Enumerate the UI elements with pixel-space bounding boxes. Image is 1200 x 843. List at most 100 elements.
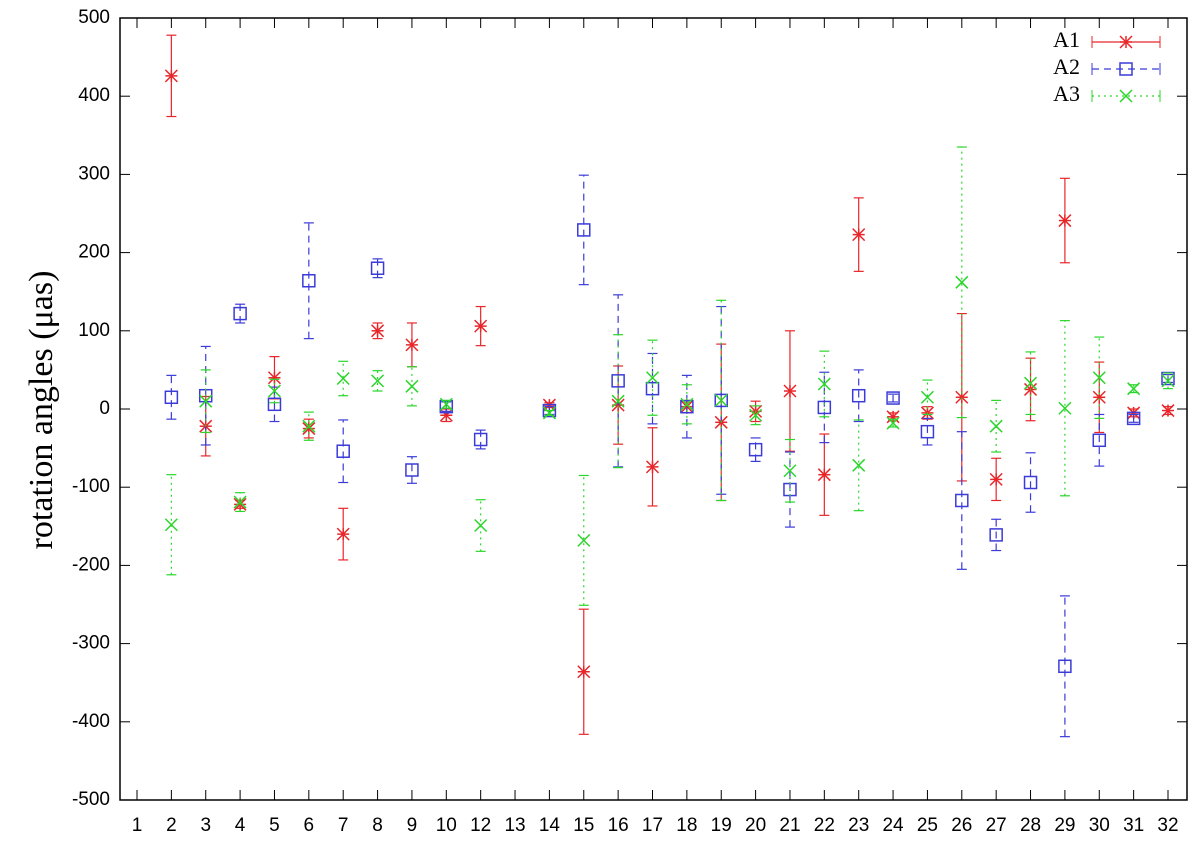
x-tick-label: 23 (848, 815, 869, 836)
x-tick-label: 16 (608, 815, 629, 836)
marker-square (1126, 411, 1141, 426)
marker-stroke (164, 518, 178, 532)
marker-stroke (199, 394, 213, 408)
data-point (199, 394, 213, 408)
y-tick-label: 500 (78, 7, 110, 28)
data-point (473, 432, 488, 447)
y-tick-label: -200 (72, 554, 110, 575)
data-point (851, 388, 866, 403)
data-point (1092, 433, 1107, 448)
data-point (955, 493, 969, 508)
marker-stroke (439, 397, 453, 411)
marker-square (267, 397, 282, 412)
data-point (371, 374, 385, 388)
data-point (1058, 659, 1072, 674)
x-tick-label: 3 (200, 815, 211, 836)
x-tick-label: 25 (917, 815, 938, 836)
marker-stroke (336, 371, 350, 386)
marker-stroke (1119, 89, 1133, 103)
data-point (233, 306, 247, 321)
y-tick-label: 100 (78, 320, 110, 341)
data-point (749, 408, 763, 422)
data-point (405, 463, 419, 477)
marker-square (370, 261, 385, 275)
x-tick-label: 18 (676, 815, 697, 836)
marker-square (473, 432, 488, 447)
data-point (1092, 371, 1106, 385)
data-point (542, 406, 556, 420)
data-point (611, 374, 625, 388)
marker-square (302, 274, 316, 288)
x-tick-label: 21 (779, 815, 800, 836)
data-point (680, 399, 694, 414)
data-point (164, 69, 178, 83)
data-point (267, 397, 282, 412)
marker-square (955, 493, 969, 508)
marker-stroke (577, 533, 591, 547)
x-tick-label: 28 (1020, 815, 1041, 836)
x-tick-label: 14 (539, 815, 561, 836)
marker-stroke (611, 394, 625, 408)
marker-stroke (302, 419, 316, 433)
marker-stroke (1024, 376, 1038, 390)
data-point (1161, 374, 1175, 388)
data-point (645, 371, 660, 385)
x-tick-label: 22 (814, 815, 835, 836)
y-tick-label: -400 (72, 711, 110, 732)
data-point (611, 394, 625, 408)
marker-square (851, 388, 866, 403)
marker-square (1023, 475, 1038, 490)
x-tick-label: 7 (338, 815, 349, 836)
marker-stroke (233, 495, 247, 509)
marker-stroke (749, 408, 763, 422)
data-point (164, 518, 178, 532)
y-tick-label: 0 (99, 398, 110, 419)
x-tick-label: 6 (304, 815, 315, 836)
data-point (474, 518, 488, 533)
data-point (336, 371, 350, 386)
marker-stroke (474, 518, 488, 533)
data-point (920, 390, 934, 404)
legend-label: A2 (1053, 54, 1080, 79)
y-axis-label: rotation angles (μas) (23, 271, 60, 550)
marker-stroke (817, 377, 831, 391)
marker-stroke (680, 397, 694, 411)
marker-square (645, 381, 660, 396)
marker-square (577, 223, 591, 237)
marker-stroke (886, 416, 900, 430)
data-point (302, 419, 316, 433)
data-point (577, 223, 591, 237)
marker-stroke (542, 406, 556, 420)
data-point (1023, 475, 1038, 490)
marker-stroke (267, 384, 281, 398)
data-point (1161, 404, 1175, 418)
x-tick-label: 4 (235, 815, 246, 836)
data-point (886, 391, 900, 405)
marker-stroke (1092, 371, 1106, 385)
legend-marker (1119, 62, 1133, 76)
data-point (783, 464, 797, 478)
data-point (474, 319, 488, 333)
marker-square (233, 306, 247, 321)
x-tick-label: 5 (269, 815, 280, 836)
data-point (748, 442, 763, 457)
data-point (370, 261, 385, 275)
data-point (1058, 401, 1072, 415)
data-point (817, 377, 831, 391)
marker-square (1092, 433, 1107, 448)
x-tick-label: 15 (573, 815, 594, 836)
marker-square (164, 390, 179, 405)
legend-marker (1119, 35, 1133, 49)
x-tick-label: 20 (745, 815, 766, 836)
marker-stroke (371, 374, 385, 388)
x-tick-label: 8 (372, 815, 383, 836)
data-point (645, 460, 660, 474)
data-point (714, 393, 728, 408)
x-tick-label: 30 (1089, 815, 1110, 836)
data-point (1126, 411, 1141, 426)
x-tick-label: 17 (642, 815, 663, 836)
marker-square (680, 399, 694, 414)
data-point (164, 390, 179, 405)
